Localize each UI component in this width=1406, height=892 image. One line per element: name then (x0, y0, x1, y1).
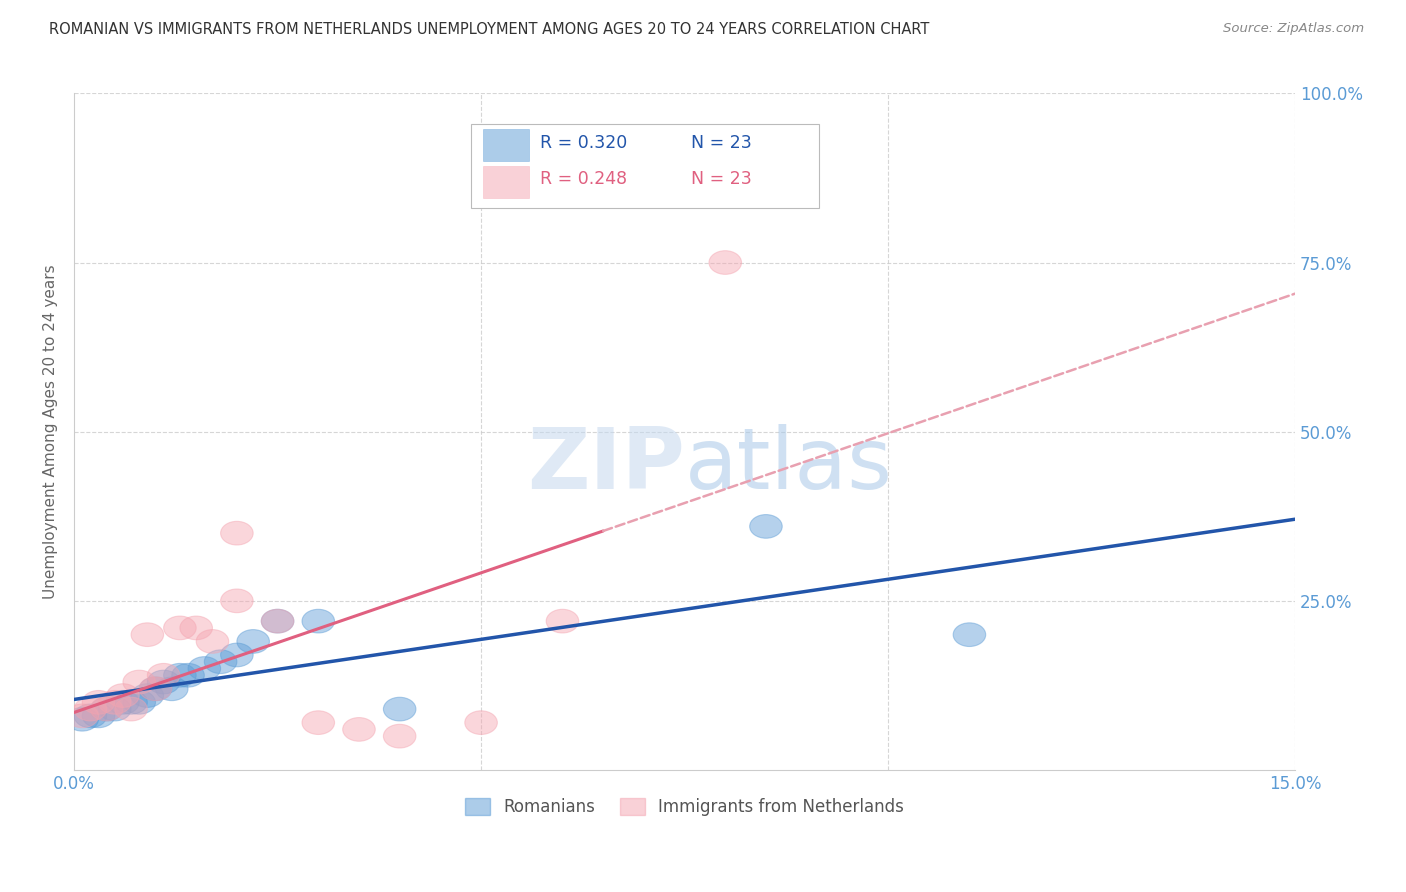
Ellipse shape (384, 698, 416, 721)
Ellipse shape (139, 677, 172, 700)
Ellipse shape (197, 630, 229, 653)
Ellipse shape (139, 677, 172, 700)
Ellipse shape (131, 623, 163, 647)
Ellipse shape (90, 698, 122, 721)
Ellipse shape (749, 515, 782, 538)
Ellipse shape (163, 616, 197, 640)
Ellipse shape (66, 707, 98, 731)
FancyBboxPatch shape (484, 166, 530, 198)
Ellipse shape (546, 609, 579, 633)
Ellipse shape (107, 690, 139, 714)
Ellipse shape (115, 698, 148, 721)
Ellipse shape (221, 589, 253, 613)
Ellipse shape (262, 609, 294, 633)
Ellipse shape (122, 690, 156, 714)
Ellipse shape (148, 670, 180, 694)
Ellipse shape (163, 664, 197, 687)
Ellipse shape (75, 704, 107, 728)
FancyBboxPatch shape (484, 128, 530, 161)
Ellipse shape (115, 690, 148, 714)
Text: atlas: atlas (685, 424, 893, 507)
Text: R = 0.248: R = 0.248 (540, 170, 627, 188)
Text: Source: ZipAtlas.com: Source: ZipAtlas.com (1223, 22, 1364, 36)
Text: ZIP: ZIP (527, 424, 685, 507)
Ellipse shape (188, 657, 221, 681)
Ellipse shape (156, 677, 188, 700)
FancyBboxPatch shape (471, 124, 818, 209)
Ellipse shape (148, 664, 180, 687)
Ellipse shape (709, 251, 741, 275)
Ellipse shape (236, 630, 270, 653)
Ellipse shape (131, 684, 163, 707)
Ellipse shape (221, 521, 253, 545)
Ellipse shape (122, 670, 156, 694)
Legend: Romanians, Immigrants from Netherlands: Romanians, Immigrants from Netherlands (458, 791, 911, 822)
Text: N = 23: N = 23 (690, 170, 751, 188)
Ellipse shape (302, 711, 335, 734)
Ellipse shape (90, 698, 122, 721)
Ellipse shape (98, 698, 131, 721)
Ellipse shape (82, 690, 115, 714)
Ellipse shape (107, 684, 139, 707)
Ellipse shape (302, 609, 335, 633)
Ellipse shape (384, 724, 416, 748)
Ellipse shape (221, 643, 253, 667)
Text: R = 0.320: R = 0.320 (540, 134, 627, 152)
Ellipse shape (82, 704, 115, 728)
Text: N = 23: N = 23 (690, 134, 751, 152)
Text: ROMANIAN VS IMMIGRANTS FROM NETHERLANDS UNEMPLOYMENT AMONG AGES 20 TO 24 YEARS C: ROMANIAN VS IMMIGRANTS FROM NETHERLANDS … (49, 22, 929, 37)
Ellipse shape (343, 717, 375, 741)
Ellipse shape (204, 650, 236, 673)
Ellipse shape (98, 690, 131, 714)
Ellipse shape (172, 664, 204, 687)
Ellipse shape (465, 711, 498, 734)
Ellipse shape (262, 609, 294, 633)
Ellipse shape (953, 623, 986, 647)
Y-axis label: Unemployment Among Ages 20 to 24 years: Unemployment Among Ages 20 to 24 years (44, 264, 58, 599)
Ellipse shape (180, 616, 212, 640)
Ellipse shape (66, 704, 98, 728)
Ellipse shape (75, 698, 107, 721)
